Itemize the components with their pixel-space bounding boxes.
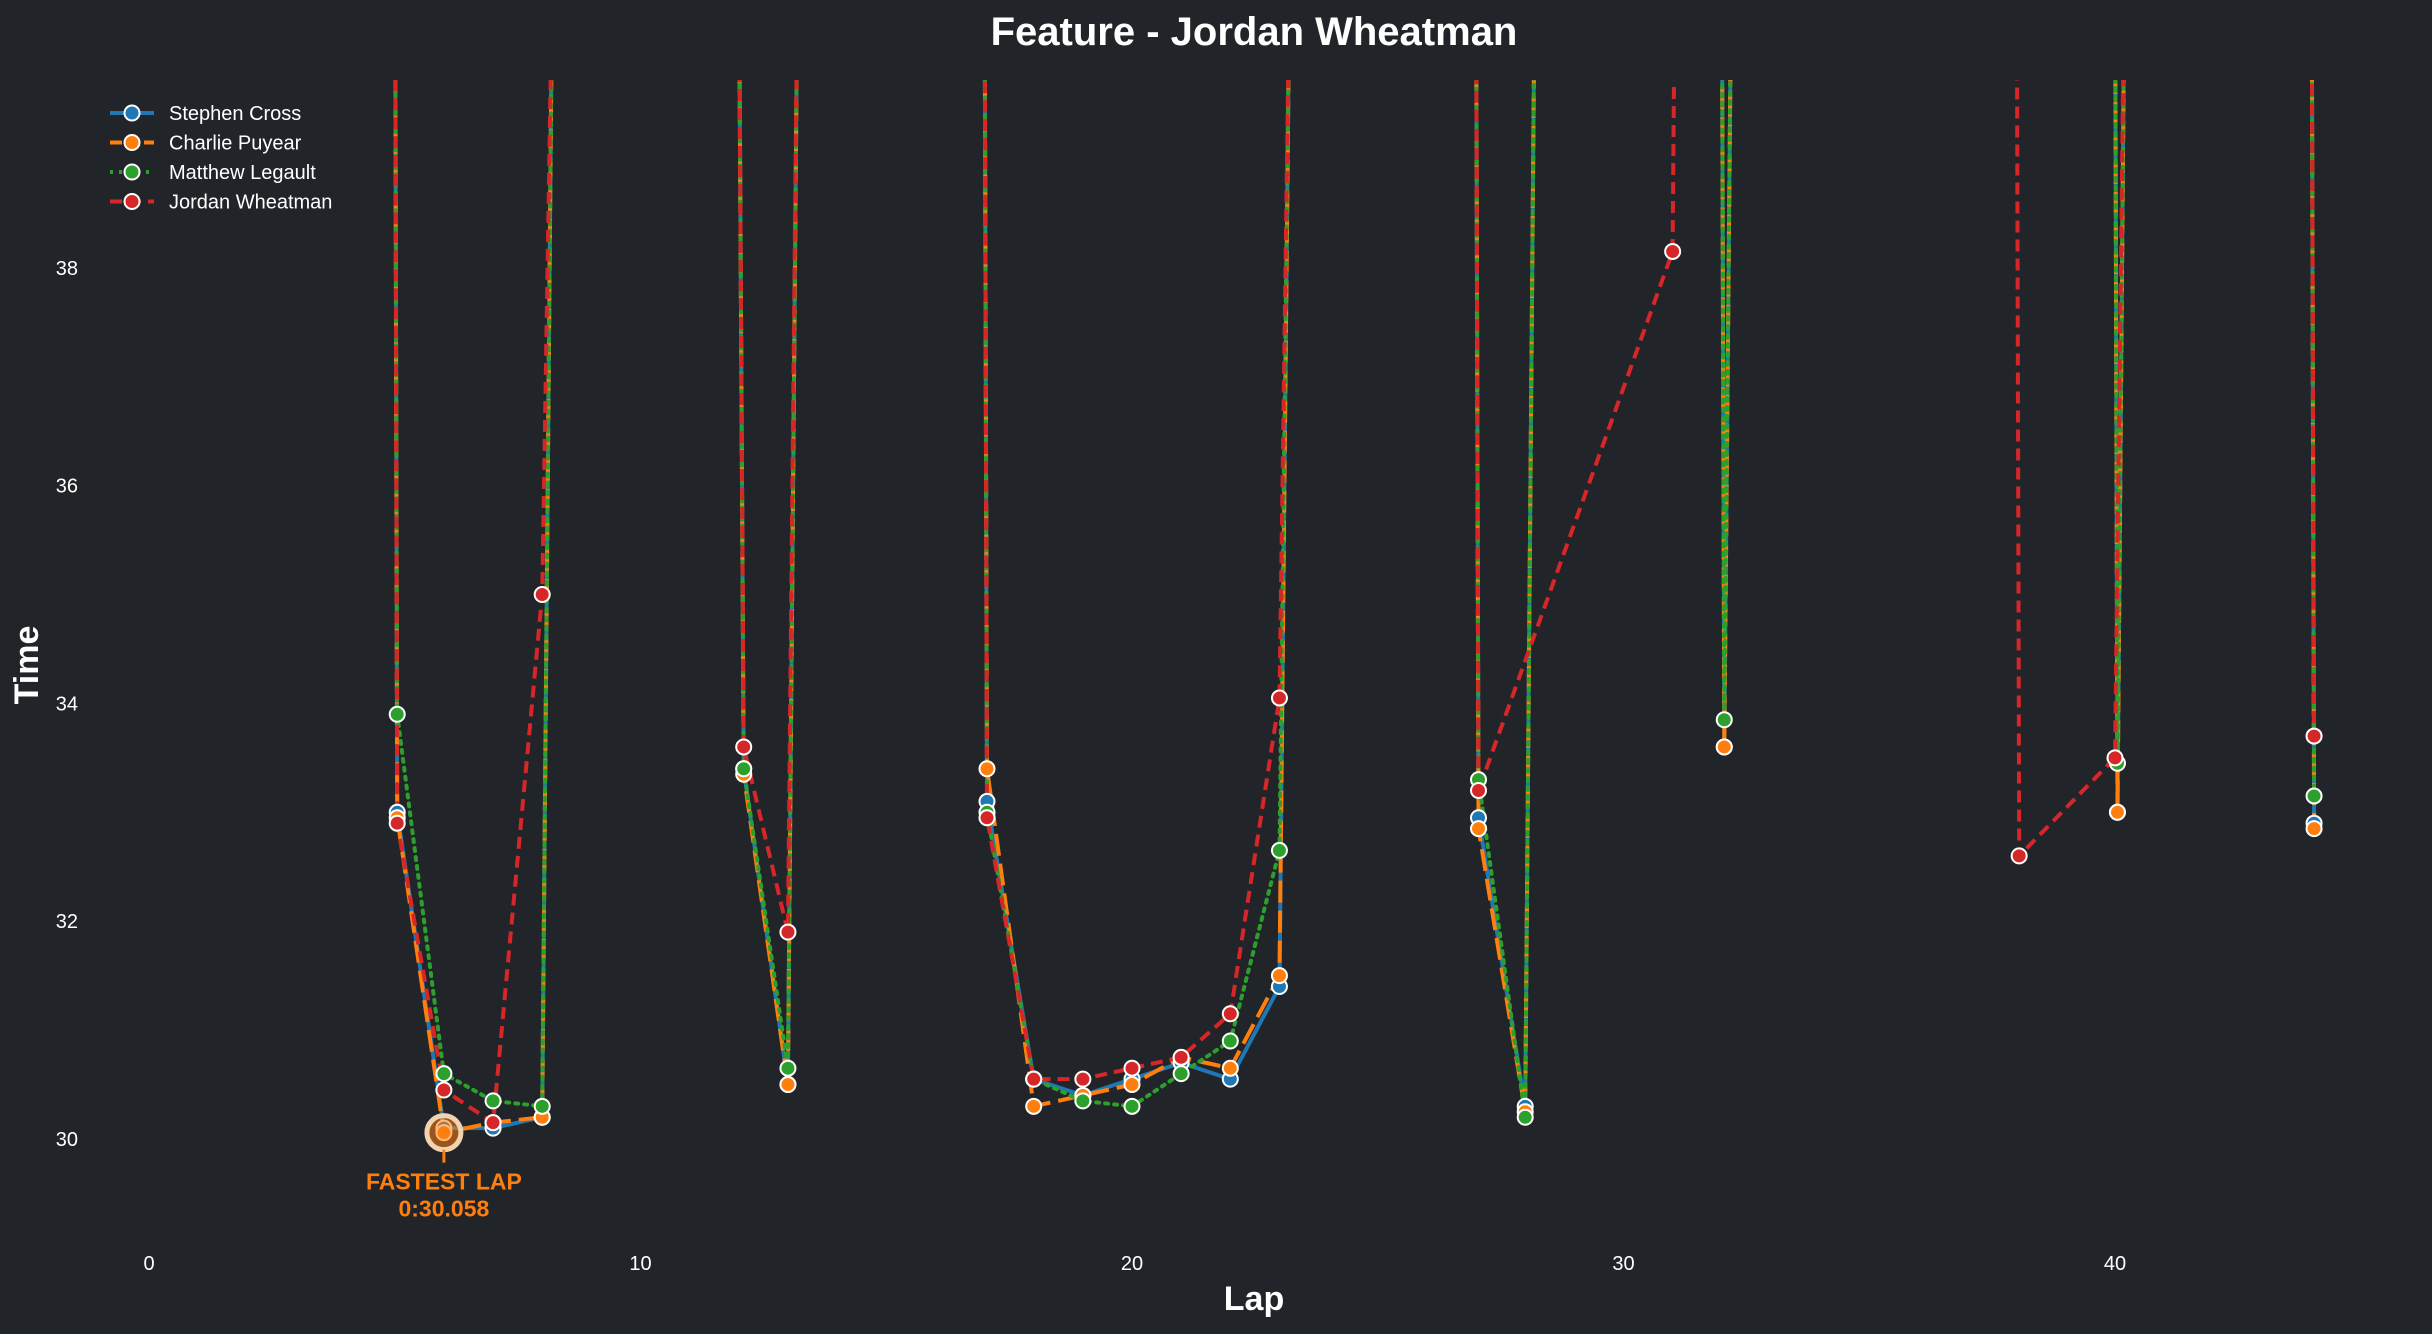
- data-point: [978, 760, 996, 778]
- data-point: [1074, 1070, 1092, 1088]
- x-tick-label: 0: [143, 1253, 154, 1275]
- data-point: [1470, 782, 1488, 800]
- data-point: [1664, 242, 1682, 260]
- data-point: [484, 1092, 502, 1110]
- series-line-matthew-legault: [393, 80, 2317, 1120]
- data-point: [1074, 1092, 1092, 1110]
- data-point: [533, 586, 551, 603]
- x-tick-label: 30: [1612, 1253, 1634, 1275]
- y-tick-label: 30: [56, 1129, 78, 1151]
- data-point: [1715, 738, 1733, 756]
- x-tick-label: 10: [629, 1253, 651, 1275]
- data-point: [2305, 727, 2323, 745]
- data-point: [1025, 1097, 1043, 1115]
- data-point: [1470, 820, 1488, 838]
- data-point: [1715, 711, 1733, 729]
- data-point: [1172, 1048, 1190, 1066]
- data-point: [2108, 803, 2126, 821]
- y-tick-label: 38: [56, 258, 78, 280]
- data-point: [2010, 847, 2028, 865]
- legend-entry: Jordan Wheatman: [169, 192, 332, 214]
- data-point: [1221, 1005, 1239, 1023]
- data-point: [1123, 1097, 1141, 1115]
- fastest-lap-marker: [424, 1113, 464, 1153]
- x-tick-label: 20: [1121, 1253, 1143, 1275]
- series-line-charlie-puyear: [393, 80, 2317, 1135]
- data-point: [533, 1097, 551, 1115]
- data-point: [2305, 787, 2323, 805]
- series-line-stephen-cross: [393, 80, 2317, 1131]
- y-tick-label: 32: [56, 911, 78, 933]
- data-point: [2106, 749, 2124, 767]
- data-point: [1123, 1076, 1141, 1094]
- data-point: [435, 1081, 453, 1099]
- chart-title: Feature - Jordan Wheatman: [991, 10, 1518, 54]
- data-point: [1270, 967, 1288, 985]
- data-point: [978, 809, 996, 827]
- legend-entry: Stephen Cross: [169, 103, 301, 125]
- data-point: [1172, 1065, 1190, 1083]
- data-point: [1221, 1059, 1239, 1077]
- data-point: [779, 1076, 797, 1094]
- x-axis-label: Lap: [1224, 1280, 1284, 1318]
- data-point: [388, 814, 406, 832]
- legend-entry: Charlie Puyear: [169, 133, 302, 155]
- legend-marker: [123, 163, 141, 181]
- data-point: [2305, 820, 2323, 838]
- fastest-lap-time: 0:30.058: [398, 1196, 489, 1222]
- legend-entry: Matthew Legault: [169, 162, 316, 184]
- legend-marker: [123, 134, 141, 151]
- data-point: [1025, 1070, 1043, 1088]
- data-point: [1270, 841, 1288, 859]
- data-point: [779, 1059, 797, 1077]
- data-point: [388, 705, 406, 723]
- legend: Stephen Cross Charlie Puyear Matthew Legau…: [110, 103, 332, 214]
- data-point: [1270, 689, 1288, 707]
- series-lines: [393, 80, 2317, 1135]
- data-point: [779, 923, 797, 941]
- series-markers: [388, 242, 2323, 1142]
- y-tick-label: 36: [56, 476, 78, 498]
- x-tick-label: 40: [2104, 1253, 2126, 1275]
- data-point: [1516, 1108, 1534, 1126]
- legend-marker: [123, 104, 141, 122]
- fastest-lap-label: FASTEST LAP: [366, 1169, 522, 1195]
- data-point: [735, 760, 753, 778]
- data-point: [735, 738, 753, 756]
- data-point: [435, 1065, 453, 1083]
- data-point: [484, 1114, 502, 1132]
- series-line-jordan-wheatman: [393, 80, 2317, 1125]
- legend-marker: [123, 193, 141, 210]
- y-tick-label: 34: [56, 693, 78, 715]
- y-axis-label: Time: [8, 626, 46, 705]
- axis-ticks: 0 10 20 30 40 30 32 34 36 38: [56, 258, 2126, 1275]
- data-point: [1221, 1032, 1239, 1050]
- data-point: [1123, 1059, 1141, 1077]
